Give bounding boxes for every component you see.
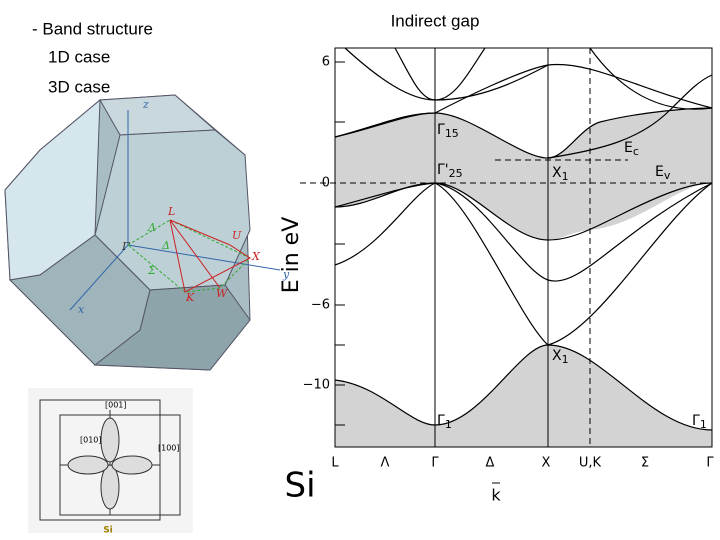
annotation-sub: 1: [700, 418, 707, 431]
bz-point-label: Σ: [147, 264, 156, 277]
annotation-main: X: [552, 165, 562, 181]
annotation: Γ1: [437, 413, 452, 431]
x-tick-label: U,K: [579, 456, 602, 471]
x-axis-label: k: [491, 486, 501, 505]
annotation-sub: 1: [562, 353, 569, 366]
material-label: Si: [284, 466, 315, 506]
bz-axis-label: z: [142, 98, 149, 111]
bz-point-label: K: [185, 291, 195, 304]
path: [169, 219, 251, 293]
y-tick-label: 0: [322, 176, 330, 191]
slide-title: Indirect gap: [391, 11, 480, 30]
annotation-sub: v: [664, 169, 671, 182]
x-tick-label: L: [331, 456, 339, 471]
orbital: [111, 455, 153, 475]
bullet: 1D case: [48, 47, 110, 66]
band: [334, 182, 713, 282]
path: [127, 219, 251, 293]
bz-point-label: Γ: [121, 240, 130, 253]
direction-label: [100]: [158, 444, 180, 453]
annotation-main: Γ: [437, 122, 445, 138]
annotation-sub: 1: [562, 170, 569, 183]
x-tick-label: Σ: [641, 456, 649, 471]
x-tick-label: Γ: [431, 456, 439, 471]
band: [334, 344, 713, 431]
plot-frame: [334, 47, 713, 448]
bullet: - Band structure: [32, 19, 153, 38]
band: [547, 74, 713, 159]
bz-point-label: Λ: [147, 221, 156, 234]
band-plot: [300, 47, 713, 484]
y-tick-label: −6: [311, 298, 330, 313]
y-tick-label: 6: [322, 55, 330, 70]
band: [394, 47, 486, 101]
annotation-main: Γ': [437, 162, 449, 178]
annotation: Γ1: [692, 413, 707, 431]
direction-label: [010]: [80, 436, 102, 445]
direction-label: [001]: [105, 401, 127, 410]
band: [334, 63, 713, 138]
annotation: X1: [552, 348, 569, 366]
annotation: X1: [552, 165, 569, 183]
annotation: Ev: [655, 164, 671, 182]
x-tick-label: Λ: [381, 456, 390, 471]
bz-point-label: L: [167, 205, 175, 218]
orbital: [100, 417, 120, 463]
x-tick-label: X: [542, 456, 551, 471]
axis: [127, 244, 281, 271]
bz-point-label: W: [216, 287, 229, 300]
x-tick-label: Γ: [706, 456, 714, 471]
band: [334, 182, 713, 346]
y-axis-label: E in eV: [279, 217, 304, 294]
bz-point-label: Δ: [161, 239, 170, 252]
band: [589, 47, 713, 110]
crystal-cell: [28, 388, 193, 533]
x-tick-label: Δ: [486, 456, 495, 471]
gap-shade: [335, 108, 712, 240]
y-ticks: [335, 61, 345, 426]
bz-face: [8, 234, 151, 366]
brillouin-zone: [4, 94, 281, 371]
annotation: Γ'25: [437, 162, 463, 180]
annotation-main: Γ: [692, 413, 700, 429]
bullet: 3D case: [48, 77, 110, 96]
orbital: [67, 455, 109, 475]
annotation: Γ15: [437, 122, 459, 140]
bz-point-label: U: [232, 229, 242, 242]
bz-axis-label: y: [282, 268, 290, 281]
bz-point-label: X: [251, 250, 261, 263]
annotation-main: X: [552, 348, 562, 364]
orbital: [100, 464, 120, 510]
band: [344, 47, 549, 101]
bands: [334, 47, 713, 431]
annotation-sub: 15: [445, 127, 459, 140]
valence-shade: [335, 345, 712, 447]
y-tick-label: −10: [303, 378, 330, 393]
annotation-main: E: [655, 164, 664, 180]
bz-axis-label: x: [78, 303, 85, 316]
annotation-main: E: [624, 140, 633, 156]
bz-face: [99, 94, 217, 136]
axis: [69, 244, 129, 311]
annotation-sub: 1: [445, 418, 452, 431]
cell-caption: Si: [103, 526, 113, 536]
band: [334, 107, 713, 159]
cell-box: [39, 399, 161, 521]
annotation-sub: 25: [449, 167, 463, 180]
annotation-sub: c: [633, 145, 639, 158]
annotation-main: Γ: [437, 413, 445, 429]
annotation: Ec: [624, 140, 639, 158]
